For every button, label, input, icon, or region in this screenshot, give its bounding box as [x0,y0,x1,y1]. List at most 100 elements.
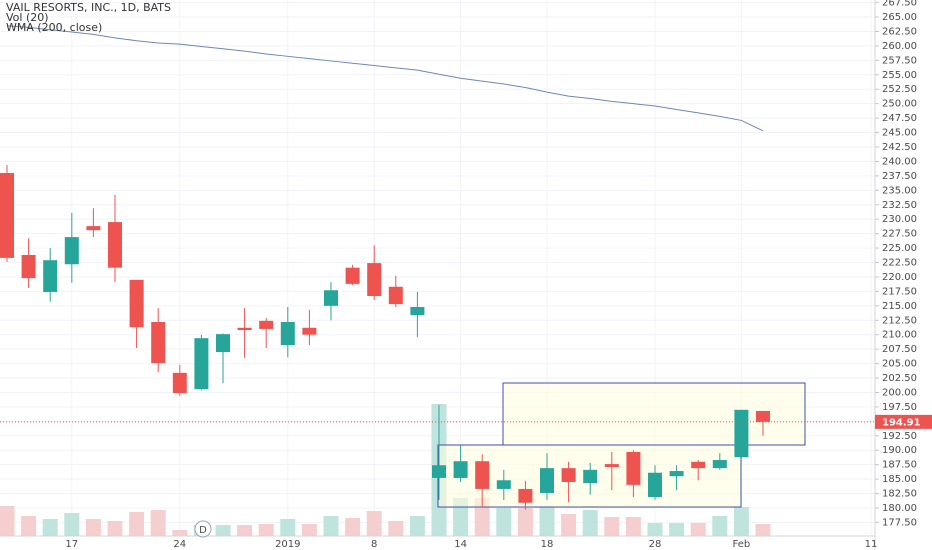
volume-bar [280,519,296,536]
x-tick-label: 11 [865,539,878,550]
y-tick-label: 177.50 [882,517,917,528]
volume-bar [539,507,555,536]
x-tick-label: 8 [371,539,377,550]
volume-bar [582,510,598,536]
x-tick-label: 2019 [275,539,300,550]
dividend-marker[interactable] [194,520,212,538]
y-tick-label: 237.50 [882,171,917,182]
candle-body [345,267,360,284]
candle-body [388,286,403,305]
candle-body [734,409,749,458]
last-price-label: 194.91 [882,417,921,428]
x-tick-label: 17 [65,539,78,550]
y-tick-label: 255.00 [882,70,917,81]
y-tick-label: 192.50 [882,431,917,442]
candle-body [669,471,684,477]
candle-body [324,290,338,306]
y-tick-label: 190.00 [882,445,917,456]
y-tick-label: 225.00 [882,243,917,254]
y-tick-label: 267.50 [882,0,917,9]
volume-bar [604,517,620,536]
volume-bar [690,523,706,536]
candle-body [626,451,641,485]
candle-body [496,480,511,489]
volume-bar [215,525,231,536]
candle-body [648,472,662,498]
candle-body [86,226,101,231]
y-tick-label: 205.00 [882,359,917,370]
y-tick-label: 185.00 [882,474,917,485]
y-tick-label: 220.00 [882,272,917,283]
y-tick-label: 250.00 [882,99,917,110]
volume-bar [388,521,404,536]
axes: 177.50 180.00 182.50 185.00 187.50 190.00 192.… [65,0,932,550]
candle-body [259,320,274,329]
volume-bar [733,507,749,536]
last-price-box [875,414,932,429]
candle-body [0,172,14,258]
y-tick-label: 212.50 [882,315,917,326]
rectangle-drawing [502,382,806,446]
candle-body [302,327,317,335]
candle-body [64,237,79,265]
indicator-label: WMA (200, close) [6,21,102,34]
y-tick-label: 252.50 [882,84,917,95]
candle-body [129,279,144,328]
volume-bar [561,514,577,536]
y-tick-label: 235.00 [882,185,917,196]
candle-body [475,461,490,489]
candle-body [43,260,58,292]
y-tick-label: 210.00 [882,330,917,341]
volume-bar [0,506,15,536]
y-tick-label: 240.00 [882,156,917,167]
y-tick-label: 245.00 [882,128,917,139]
volume-bar [237,525,253,536]
volume-bar [21,516,37,536]
y-tick-label: 200.00 [882,387,917,398]
candle-body [216,334,230,353]
candle-body [172,372,187,394]
candle-body [21,255,36,279]
volume-bar [42,519,58,536]
volume-bar [345,518,361,536]
y-tick-label: 207.50 [882,344,917,355]
y-tick-label: 242.50 [882,142,917,153]
volume-bar [129,512,145,536]
volume-bar [755,524,771,536]
candle-body [604,464,619,467]
y-tick-label: 182.50 [882,489,917,500]
x-tick-label: 14 [454,539,467,550]
candle-body [151,322,166,364]
volume-bar [625,517,641,536]
y-tick-label: 257.50 [882,55,917,66]
wma-line [6,25,764,132]
grid [0,0,875,536]
volume-bar [669,523,685,536]
volume-bar [258,524,274,536]
volume-bar [496,508,512,536]
candle-body [583,469,598,484]
volume-bar [647,523,663,536]
candle-body [194,338,209,390]
y-tick-label: 222.50 [882,258,917,269]
candle-body [691,461,706,469]
y-tick-label: 180.00 [882,503,917,514]
y-tick-label: 262.50 [882,26,917,37]
volume-bar [107,521,123,536]
candle-body [712,460,727,469]
volume-bar [409,516,425,536]
dividend-label[interactable]: D [199,525,207,536]
x-tick-label: Feb [733,539,751,550]
y-tick-label: 227.50 [882,229,917,240]
y-tick-label: 197.50 [882,402,917,413]
candles [0,164,770,510]
volume-bar [712,516,728,536]
y-tick-label: 247.50 [882,113,917,124]
candle-body [518,488,533,503]
x-tick-label: 18 [541,539,554,550]
candle-body [453,461,468,478]
y-tick-label: 230.00 [882,214,917,225]
candle-body [280,322,295,346]
